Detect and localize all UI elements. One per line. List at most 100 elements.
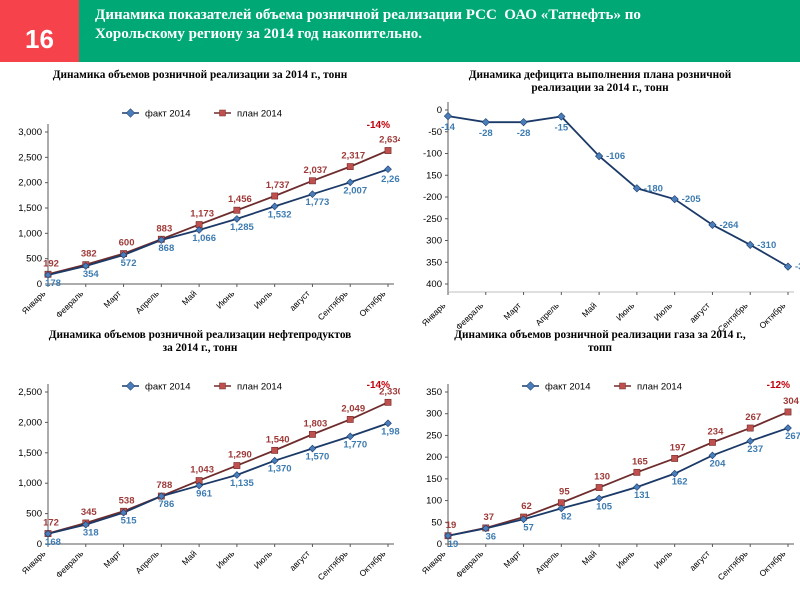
svg-text:Январь: Январь	[420, 548, 448, 576]
svg-text:-14: -14	[441, 122, 455, 133]
svg-text:1,803: 1,803	[304, 418, 328, 429]
svg-text:1,456: 1,456	[228, 194, 252, 205]
svg-text:1,066: 1,066	[192, 233, 216, 244]
svg-text:1,770: 1,770	[343, 439, 367, 450]
svg-text:345: 345	[81, 507, 98, 518]
svg-text:-12%: -12%	[767, 380, 790, 391]
svg-text:2,634: 2,634	[379, 135, 400, 146]
svg-text:200: 200	[426, 452, 442, 463]
svg-text:500: 500	[26, 509, 42, 520]
svg-text:515: 515	[121, 516, 138, 527]
svg-text:382: 382	[81, 249, 97, 260]
svg-text:Июль: Июль	[652, 548, 675, 571]
svg-text:-15: -15	[554, 123, 568, 134]
svg-text:1,000: 1,000	[18, 478, 42, 489]
svg-text:Май: Май	[580, 300, 599, 319]
svg-text:Октябрь: Октябрь	[757, 548, 788, 579]
svg-text:Май: Май	[580, 548, 599, 567]
svg-text:-360: -360	[795, 262, 800, 273]
svg-text:1,500: 1,500	[18, 448, 42, 459]
svg-text:Июнь: Июнь	[614, 300, 637, 323]
svg-text:Май: Май	[180, 288, 199, 307]
svg-text:Июль: Июль	[652, 300, 675, 323]
svg-text:план 2014: план 2014	[637, 382, 682, 393]
svg-text:Июнь: Июнь	[214, 548, 237, 571]
svg-text:1,173: 1,173	[190, 209, 214, 220]
svg-text:105: 105	[596, 501, 613, 512]
svg-text:82: 82	[561, 511, 572, 522]
svg-text:2,500: 2,500	[18, 387, 42, 398]
svg-text:Январь: Январь	[20, 548, 48, 576]
svg-text:267: 267	[785, 431, 800, 442]
svg-text:Март: Март	[502, 548, 524, 570]
svg-text:237: 237	[747, 444, 763, 455]
svg-text:-14%: -14%	[367, 120, 390, 131]
svg-text:-200: -200	[423, 192, 442, 203]
svg-text:Январь: Январь	[20, 288, 48, 316]
svg-text:192: 192	[43, 258, 59, 269]
svg-text:318: 318	[83, 528, 99, 539]
svg-text:168: 168	[45, 537, 61, 548]
svg-text:354: 354	[83, 269, 100, 280]
svg-text:-28: -28	[517, 128, 531, 139]
svg-text:234: 234	[708, 426, 725, 437]
svg-text:2,000: 2,000	[18, 178, 42, 189]
svg-text:2,000: 2,000	[18, 417, 42, 428]
svg-text:57: 57	[523, 522, 534, 533]
svg-text:204: 204	[710, 458, 727, 469]
svg-text:3,000: 3,000	[18, 127, 42, 138]
svg-text:197: 197	[670, 442, 686, 453]
svg-text:150: 150	[426, 170, 442, 181]
svg-text:1,370: 1,370	[268, 464, 292, 475]
svg-text:350: 350	[426, 387, 442, 398]
svg-text:1,135: 1,135	[230, 478, 254, 489]
svg-text:786: 786	[158, 499, 174, 510]
svg-text:172: 172	[43, 518, 59, 529]
svg-text:-50: -50	[428, 127, 442, 138]
svg-text:162: 162	[672, 477, 688, 488]
svg-text:36: 36	[485, 531, 496, 542]
svg-text:Май: Май	[180, 548, 199, 567]
svg-text:Февраль: Февраль	[54, 548, 86, 580]
svg-text:Июнь: Июнь	[214, 288, 237, 311]
svg-text:факт 2014: факт 2014	[145, 382, 191, 393]
svg-text:95: 95	[559, 487, 570, 498]
svg-text:Сентябрь: Сентябрь	[316, 548, 350, 582]
svg-text:267: 267	[745, 412, 761, 423]
svg-text:572: 572	[121, 258, 137, 269]
svg-text:2,500: 2,500	[18, 152, 42, 163]
svg-text:788: 788	[156, 480, 172, 491]
svg-text:2,049: 2,049	[341, 403, 365, 414]
svg-text:868: 868	[158, 243, 174, 254]
svg-text:-100: -100	[423, 149, 442, 160]
svg-text:131: 131	[634, 490, 651, 501]
svg-text:Июль: Июль	[252, 548, 275, 571]
svg-text:250: 250	[426, 430, 442, 441]
svg-text:0: 0	[437, 105, 442, 116]
svg-text:883: 883	[156, 223, 172, 234]
svg-text:Март: Март	[502, 300, 524, 322]
svg-text:961: 961	[196, 489, 213, 500]
svg-text:350: 350	[426, 257, 442, 268]
svg-text:1,540: 1,540	[266, 434, 290, 445]
svg-text:топп: топп	[588, 342, 613, 354]
svg-text:150: 150	[426, 474, 442, 485]
svg-text:19: 19	[448, 539, 459, 550]
svg-text:1,737: 1,737	[266, 180, 290, 191]
svg-text:1,285: 1,285	[230, 222, 254, 233]
svg-text:1,985: 1,985	[381, 426, 400, 437]
svg-text:500: 500	[26, 254, 42, 265]
svg-text:600: 600	[119, 238, 135, 249]
svg-text:62: 62	[521, 501, 532, 512]
svg-text:Апрель: Апрель	[133, 548, 161, 576]
svg-text:1,000: 1,000	[18, 228, 42, 239]
svg-text:2,265: 2,265	[381, 174, 400, 185]
svg-text:-250: -250	[423, 214, 442, 225]
svg-text:300: 300	[426, 409, 442, 420]
svg-text:1,570: 1,570	[306, 452, 330, 463]
svg-text:-28: -28	[479, 128, 493, 139]
svg-text:50: 50	[431, 517, 442, 528]
svg-text:факт 2014: факт 2014	[545, 382, 591, 393]
svg-text:300: 300	[426, 236, 442, 247]
svg-text:-205: -205	[682, 194, 702, 205]
